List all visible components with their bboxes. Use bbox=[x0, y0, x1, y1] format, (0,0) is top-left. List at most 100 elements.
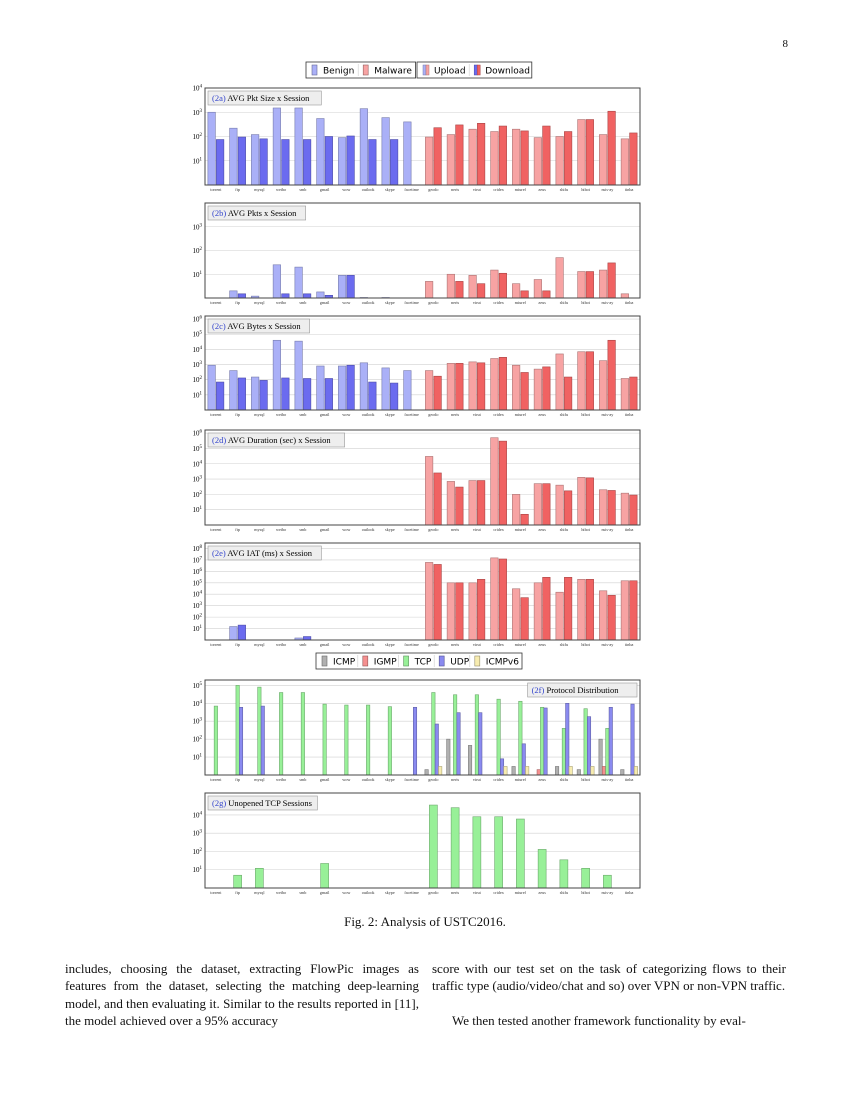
y-tick-label: 105 bbox=[193, 682, 203, 690]
bar-2d-cridex-upload bbox=[490, 437, 499, 526]
x-tick-label: mysql bbox=[254, 527, 265, 532]
bar-2a-tinba-download bbox=[629, 132, 638, 186]
y-tick-label: 104 bbox=[193, 811, 203, 819]
x-tick-label: facetime bbox=[404, 890, 419, 895]
bar-2a-wow-upload bbox=[338, 137, 347, 186]
bar-2f-weibo-tcp bbox=[279, 692, 284, 776]
chart-title-box bbox=[207, 205, 306, 221]
x-tick-label: cridex bbox=[493, 187, 504, 192]
bar-2c-smb-download bbox=[303, 378, 312, 411]
x-tick-label: torrent bbox=[210, 890, 222, 895]
bar-2e-cridex-upload bbox=[490, 557, 499, 641]
bar-2b-htbot-upload bbox=[577, 271, 586, 299]
x-tick-label: wow bbox=[342, 187, 350, 192]
y-tick-label: 103 bbox=[193, 361, 203, 369]
x-tick-label: gmail bbox=[320, 187, 330, 192]
bar-2e-smb-download bbox=[303, 636, 312, 641]
bar-2f-tinba-icmp bbox=[620, 769, 625, 776]
bar-2e-nsis-ay-upload bbox=[599, 590, 608, 641]
x-tick-label: mysql bbox=[254, 187, 265, 192]
chart-title-box bbox=[207, 432, 345, 448]
bar-2d-zeus-download bbox=[542, 483, 551, 526]
y-tick-label: 106 bbox=[193, 316, 203, 324]
x-tick-label: neris bbox=[451, 527, 460, 532]
bar-2a-skype-upload bbox=[381, 117, 390, 186]
x-tick-label: htbot bbox=[581, 890, 590, 895]
x-tick-label: torrent bbox=[210, 642, 222, 647]
bar-2g-htbot-tcp bbox=[581, 867, 590, 889]
y-tick-label: 104 bbox=[193, 700, 203, 708]
bar-2c-gmail-download bbox=[324, 378, 333, 411]
x-tick-label: virut bbox=[473, 777, 482, 782]
legend-label: Upload bbox=[434, 67, 466, 77]
x-tick-label: shifu bbox=[560, 412, 569, 417]
bar-2d-miuref-download bbox=[520, 513, 529, 526]
bar-2f-zeus-igmp bbox=[536, 769, 541, 776]
bar-2c-facetime-upload bbox=[403, 370, 412, 411]
x-tick-label: mysql bbox=[254, 890, 265, 895]
y-tick-label: 101 bbox=[193, 391, 203, 399]
x-tick-label: tinba bbox=[625, 300, 634, 305]
figure-caption: Fig. 2: Analysis of USTC2016. bbox=[344, 914, 506, 929]
bar-2a-htbot-upload bbox=[577, 119, 586, 186]
x-tick-label: neris bbox=[451, 300, 460, 305]
x-tick-label: skype bbox=[385, 777, 395, 782]
x-tick-label: geodo bbox=[428, 642, 438, 647]
bar-2e-tinba-download bbox=[629, 580, 638, 641]
y-tick-label: 101 bbox=[193, 271, 203, 279]
bar-2a-mysql-upload bbox=[251, 134, 260, 186]
bar-2a-geodo-download bbox=[433, 127, 442, 186]
bar-2a-miuref-upload bbox=[512, 128, 521, 186]
bar-2c-ftp-download bbox=[237, 377, 246, 411]
chart-title: (2e) AVG IAT (ms) x Session bbox=[212, 548, 313, 558]
bar-2d-geodo-upload bbox=[425, 456, 434, 526]
legend-swatch bbox=[474, 655, 481, 667]
x-tick-label: miuref bbox=[515, 642, 527, 647]
bar-2f-htbot-icmpv6 bbox=[590, 766, 595, 776]
x-tick-label: ftp bbox=[235, 642, 240, 647]
y-tick-label: 104 bbox=[193, 591, 203, 599]
chart-title: (2b) AVG Pkts x Session bbox=[212, 208, 297, 218]
x-tick-label: zeus bbox=[538, 187, 546, 192]
bar-2f-htbot-icmp bbox=[576, 769, 581, 776]
bar-2a-weibo-download bbox=[281, 139, 290, 186]
bar-2f-nsis-ay-igmp bbox=[601, 766, 606, 776]
x-tick-label: zeus bbox=[538, 890, 546, 895]
bar-2c-torrent-download bbox=[216, 381, 225, 411]
bar-2a-ftp-upload bbox=[229, 127, 238, 186]
legend-label: Download bbox=[485, 67, 530, 77]
x-tick-label: ftp bbox=[235, 777, 240, 782]
bar-2e-cridex-download bbox=[498, 558, 507, 641]
plot-frame bbox=[204, 315, 641, 411]
x-tick-label: wow bbox=[342, 412, 350, 417]
bar-2a-ftp-download bbox=[237, 136, 246, 186]
x-tick-label: neris bbox=[451, 412, 460, 417]
bar-2a-zeus-download bbox=[542, 125, 551, 186]
x-tick-label: torrent bbox=[210, 777, 222, 782]
paragraph: score with our test set on the task of c… bbox=[432, 961, 786, 994]
bar-2a-virut-upload bbox=[468, 128, 477, 186]
chart-title-box bbox=[527, 682, 638, 698]
bar-2b-neris-download bbox=[455, 281, 464, 299]
legend-swatch bbox=[311, 64, 318, 76]
bar-2b-htbot-download bbox=[585, 271, 594, 299]
bar-2e-miuref-download bbox=[520, 597, 529, 641]
chart-title-box bbox=[207, 318, 310, 334]
x-tick-label: nsis-ay bbox=[601, 527, 614, 532]
bar-2e-tinba-upload bbox=[620, 580, 629, 641]
bar-2f-geodo-icmp bbox=[424, 769, 429, 776]
x-tick-label: ftp bbox=[235, 300, 240, 305]
bar-2a-zeus-upload bbox=[533, 137, 542, 186]
bar-2c-torrent-upload bbox=[207, 364, 216, 411]
chart-title-box bbox=[207, 90, 322, 106]
x-tick-label: weibo bbox=[276, 412, 286, 417]
y-tick-label: 105 bbox=[193, 579, 203, 587]
bar-2c-nsis-ay-download bbox=[607, 339, 616, 411]
bar-2c-miuref-upload bbox=[512, 364, 521, 411]
x-tick-label: htbot bbox=[581, 412, 590, 417]
bar-2a-outlook-download bbox=[368, 139, 377, 186]
y-tick-label: 103 bbox=[193, 602, 203, 610]
legend-swatch bbox=[425, 64, 430, 76]
figure-2: 101 102 103 104 torrent ftp mysql weibo smb gmail… bbox=[193, 61, 641, 895]
bar-2e-geodo-upload bbox=[425, 562, 434, 641]
